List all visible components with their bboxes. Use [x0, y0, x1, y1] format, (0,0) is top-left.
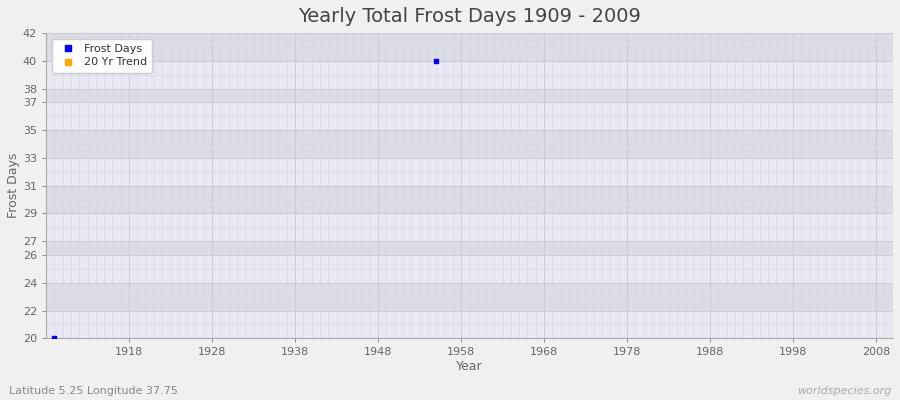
X-axis label: Year: Year — [456, 360, 482, 373]
Legend: Frost Days, 20 Yr Trend: Frost Days, 20 Yr Trend — [51, 39, 152, 73]
Text: worldspecies.org: worldspecies.org — [796, 386, 891, 396]
Bar — [46, 213, 893, 241]
Bar — [46, 310, 893, 338]
Text: Latitude 5.25 Longitude 37.75: Latitude 5.25 Longitude 37.75 — [9, 386, 178, 396]
Bar — [46, 283, 893, 310]
Y-axis label: Frost Days: Frost Days — [7, 153, 20, 218]
Point — [47, 335, 61, 342]
Bar — [46, 33, 893, 61]
Bar — [46, 130, 893, 158]
Bar — [46, 158, 893, 186]
Title: Yearly Total Frost Days 1909 - 2009: Yearly Total Frost Days 1909 - 2009 — [298, 7, 641, 26]
Bar — [46, 61, 893, 88]
Bar — [46, 186, 893, 213]
Point — [429, 58, 444, 64]
Bar — [46, 255, 893, 283]
Bar — [46, 88, 893, 102]
Bar — [46, 102, 893, 130]
Bar — [46, 241, 893, 255]
